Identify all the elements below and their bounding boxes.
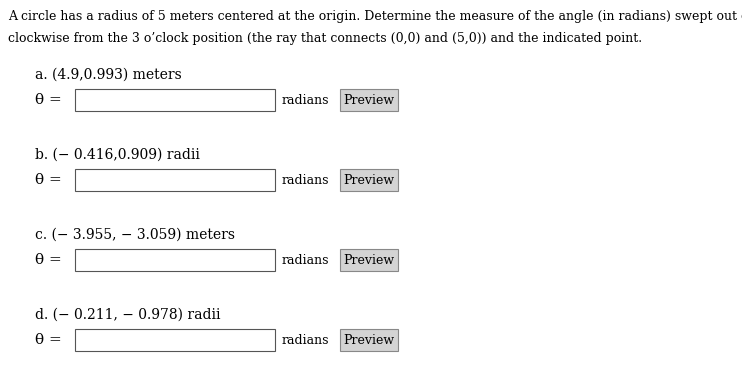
Text: radians: radians bbox=[282, 94, 329, 107]
FancyBboxPatch shape bbox=[340, 329, 398, 351]
FancyBboxPatch shape bbox=[75, 329, 275, 351]
Text: A circle has a radius of 5 meters centered at the origin. Determine the measure : A circle has a radius of 5 meters center… bbox=[8, 10, 742, 23]
Text: radians: radians bbox=[282, 254, 329, 267]
Text: radians: radians bbox=[282, 333, 329, 346]
Text: radians: radians bbox=[282, 173, 329, 186]
FancyBboxPatch shape bbox=[75, 89, 275, 111]
Text: θ =: θ = bbox=[35, 173, 62, 187]
Text: c. (− 3.955, − 3.059) meters: c. (− 3.955, − 3.059) meters bbox=[35, 228, 235, 242]
FancyBboxPatch shape bbox=[75, 249, 275, 271]
Text: θ =: θ = bbox=[35, 333, 62, 347]
Text: θ =: θ = bbox=[35, 93, 62, 107]
Text: Preview: Preview bbox=[344, 173, 395, 186]
Text: Preview: Preview bbox=[344, 254, 395, 267]
Text: b. (− 0.416,0.909) radii: b. (− 0.416,0.909) radii bbox=[35, 148, 200, 162]
FancyBboxPatch shape bbox=[340, 249, 398, 271]
FancyBboxPatch shape bbox=[340, 169, 398, 191]
Text: Preview: Preview bbox=[344, 333, 395, 346]
Text: d. (− 0.211, − 0.978) radii: d. (− 0.211, − 0.978) radii bbox=[35, 308, 220, 322]
Text: clockwise from the 3 o’clock position (the ray that connects (0,0) and (5,0)) an: clockwise from the 3 o’clock position (t… bbox=[8, 32, 642, 45]
Text: θ =: θ = bbox=[35, 253, 62, 267]
Text: Preview: Preview bbox=[344, 94, 395, 107]
Text: a. (4.9,0.993) meters: a. (4.9,0.993) meters bbox=[35, 68, 182, 82]
FancyBboxPatch shape bbox=[340, 89, 398, 111]
FancyBboxPatch shape bbox=[75, 169, 275, 191]
